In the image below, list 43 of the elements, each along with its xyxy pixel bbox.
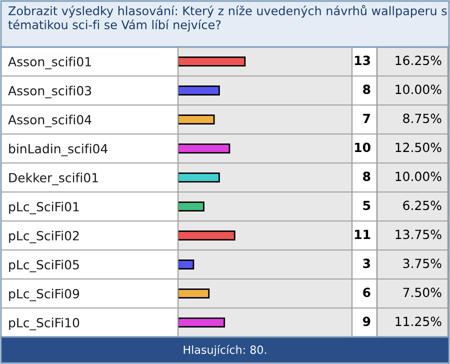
- text: 12.50%: [396, 142, 442, 152]
- bar: [178, 172, 220, 183]
- text: 3.75%: [403, 258, 442, 268]
- y-tick-label: Dekker_scifi01: [9, 172, 98, 186]
- data-label: 10: [355, 142, 370, 152]
- y-tick-label: pLc_SciFi01: [9, 202, 79, 214]
- y-tick-label: Asson_scifi01: [8, 56, 91, 70]
- data-label: 9: [362, 316, 370, 326]
- text: 13.75%: [396, 230, 442, 240]
- data-label: 11: [355, 230, 370, 239]
- y-tick-label: pLc_SciFi10: [9, 318, 80, 330]
- text: 6.25%: [403, 200, 442, 210]
- y-tick-label: pLc_SciFi02: [9, 230, 79, 244]
- bar: [178, 114, 215, 125]
- bar: [178, 201, 204, 212]
- data-label: 5: [363, 200, 370, 210]
- bar: [178, 85, 220, 96]
- text: 10.00%: [396, 84, 442, 94]
- y-tick-label: Asson_scifi03: [8, 86, 92, 98]
- y-tick-label: binLadin_scifi04: [9, 144, 108, 156]
- bar: [178, 230, 236, 241]
- text: 8.75%: [403, 114, 442, 124]
- text: tématikou sci-fi se Vám líbí nejvíce?: [8, 20, 221, 32]
- data-label: 8: [363, 84, 370, 94]
- chart-title: Zobrazit výsledky hlasování: Který z níže uvedených návrhů wallpaperu s: [8, 5, 447, 18]
- data-label: 6: [363, 288, 370, 298]
- bar: [178, 288, 210, 299]
- text: 11.25%: [396, 316, 442, 326]
- y-tick-label: Asson_scifi04: [8, 114, 92, 128]
- text: 16.25%: [396, 56, 442, 66]
- y-tick-label: pLc_SciFi05: [9, 260, 79, 272]
- data-label: 7: [363, 114, 370, 123]
- data-label: 3: [363, 258, 370, 268]
- text: 7.50%: [403, 288, 442, 298]
- y-tick-label: pLc_SciFi09: [9, 288, 80, 302]
- data-label: 13: [355, 56, 370, 66]
- bar: [178, 259, 194, 270]
- bar: [178, 56, 246, 67]
- text: Hlasujících: 80.: [184, 344, 266, 356]
- text: 10.00%: [396, 172, 442, 182]
- bar: [178, 143, 230, 154]
- bar: [178, 317, 226, 328]
- data-label: 8: [363, 172, 370, 182]
